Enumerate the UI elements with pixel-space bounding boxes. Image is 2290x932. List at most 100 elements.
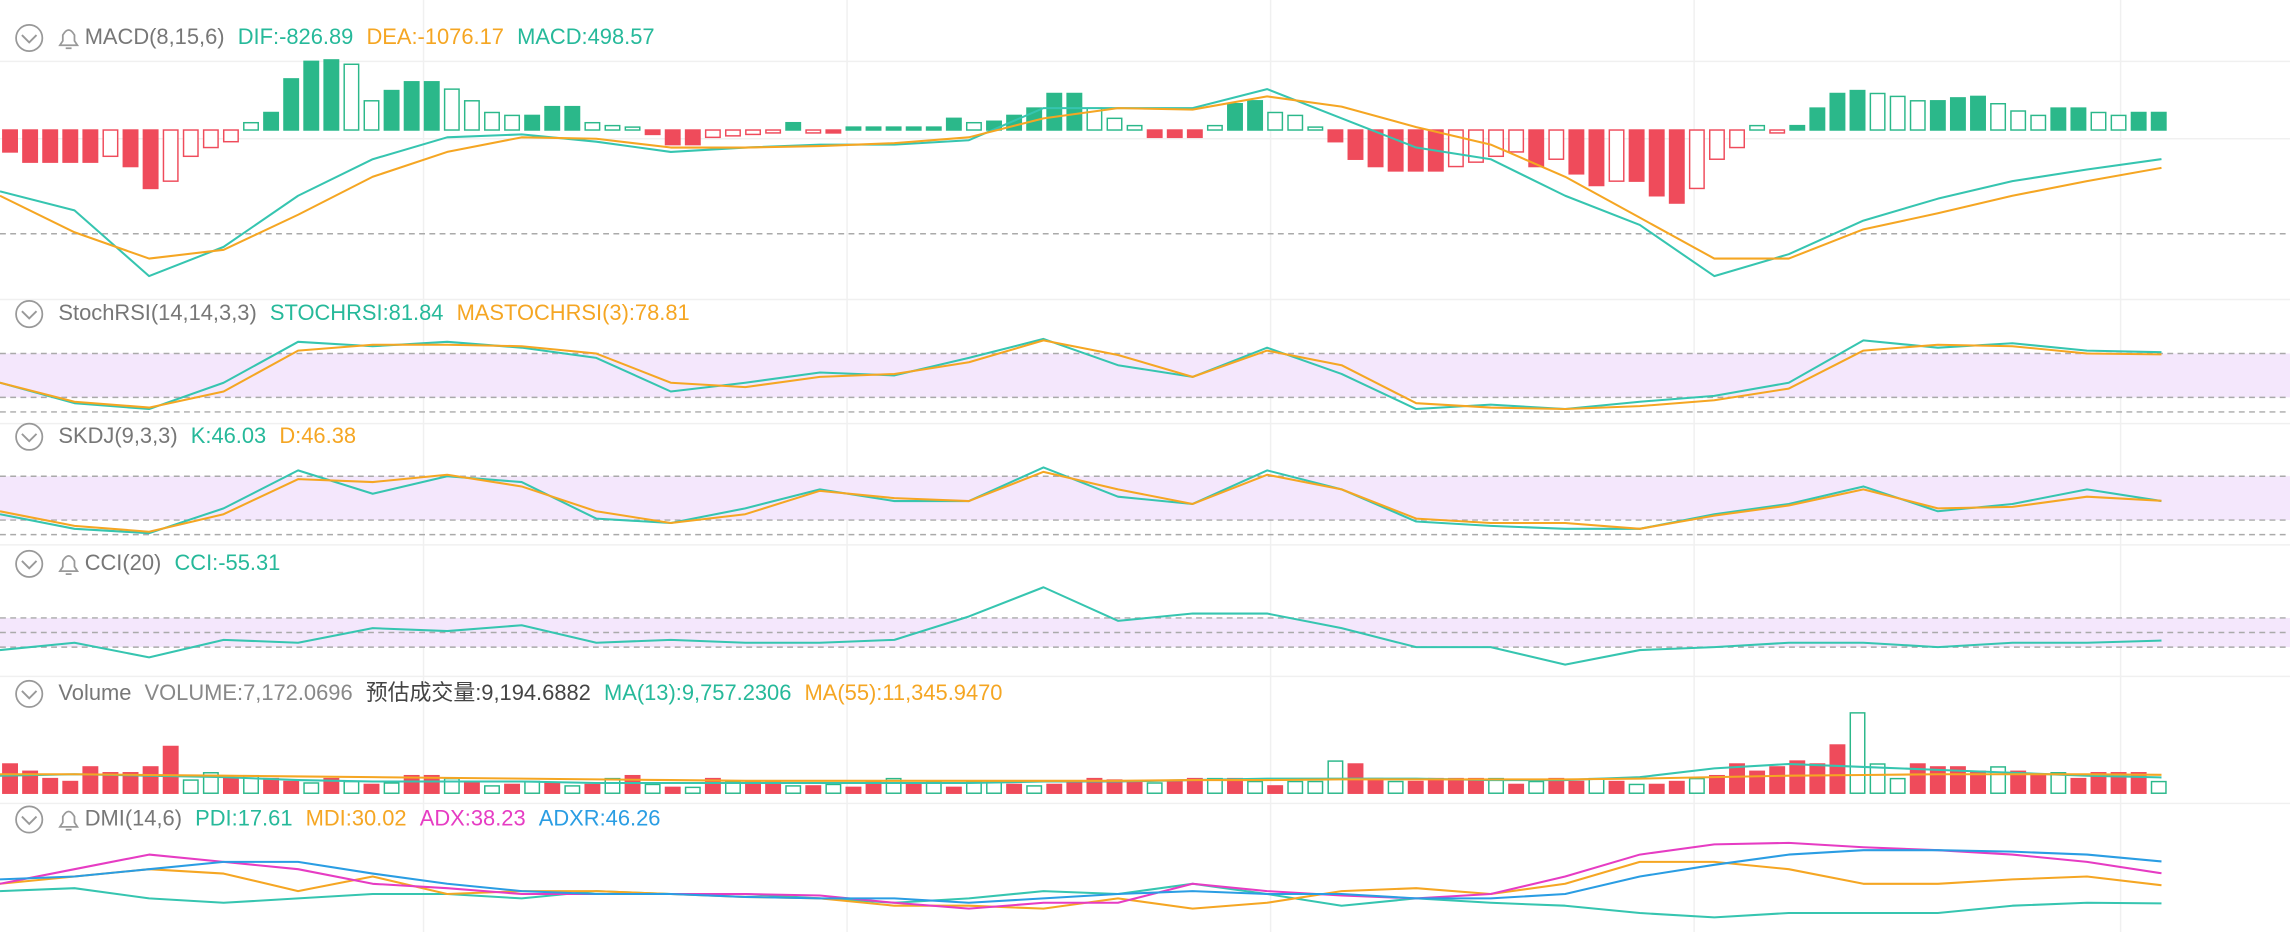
volume-bar bbox=[504, 783, 521, 794]
macd-bar bbox=[805, 129, 822, 134]
collapse-icon[interactable] bbox=[15, 549, 44, 578]
macd-bar bbox=[584, 121, 601, 131]
indicator-line bbox=[0, 841, 2162, 910]
legend-value: MA(13):9,757.2306 bbox=[604, 680, 791, 705]
macd-bar bbox=[1327, 129, 1344, 143]
macd-bar bbox=[725, 129, 741, 137]
volume-bar bbox=[1869, 763, 1886, 794]
volume-bar bbox=[122, 772, 139, 794]
volume-bar bbox=[82, 766, 99, 794]
macd-bar bbox=[664, 129, 681, 146]
macd-bar bbox=[1588, 129, 1605, 187]
macd-bar bbox=[463, 100, 480, 131]
volume-bar bbox=[423, 774, 440, 794]
indicator-line bbox=[0, 466, 2162, 535]
volume-bar bbox=[1206, 777, 1223, 794]
macd-bar bbox=[162, 129, 179, 182]
macd-bar bbox=[845, 126, 862, 131]
macd-bar bbox=[765, 129, 782, 134]
volume-bar bbox=[263, 777, 280, 794]
macd-bar bbox=[142, 129, 159, 190]
volume-bar bbox=[684, 786, 701, 794]
macd-bar bbox=[1949, 97, 1966, 131]
macd-bar bbox=[443, 88, 460, 131]
macd-bar bbox=[1548, 129, 1565, 160]
macd-bar bbox=[1407, 129, 1424, 172]
volume-bar bbox=[1909, 763, 1926, 794]
legend-value: CCI:-55.31 bbox=[174, 550, 280, 575]
macd-bar bbox=[1508, 129, 1525, 153]
volume-bar bbox=[383, 782, 400, 794]
volume-bar bbox=[1387, 780, 1404, 794]
collapse-icon[interactable] bbox=[15, 679, 44, 708]
collapse-icon[interactable] bbox=[15, 805, 44, 834]
indicator-line bbox=[0, 88, 2162, 278]
volume-bar bbox=[2090, 772, 2107, 794]
volume-bar bbox=[1990, 766, 2007, 794]
macd-bar bbox=[2010, 110, 2027, 131]
volume-bar bbox=[1066, 780, 1083, 794]
macd-bar bbox=[684, 129, 701, 146]
volume-bar bbox=[303, 782, 320, 794]
chevron bbox=[21, 815, 38, 826]
macd-bar bbox=[1608, 129, 1625, 182]
collapse-icon[interactable] bbox=[15, 23, 44, 53]
collapse-icon[interactable] bbox=[15, 422, 44, 451]
legend-value: ADXR:46.26 bbox=[539, 805, 661, 830]
panel-header: StochRSI(14,14,3,3) STOCHRSI:81.84 MASTOCH… bbox=[58, 300, 689, 325]
legend-value: MDI:30.02 bbox=[306, 805, 407, 830]
volume-bar bbox=[825, 783, 842, 794]
volume-bar bbox=[2010, 770, 2027, 794]
volume-bar bbox=[1307, 780, 1324, 794]
volume-bar bbox=[403, 774, 420, 794]
volume-bar bbox=[604, 777, 621, 794]
macd-bar bbox=[1066, 92, 1083, 131]
macd-bar bbox=[1688, 129, 1705, 190]
volume-bar bbox=[1026, 785, 1043, 794]
volume-bar bbox=[1729, 763, 1745, 794]
legend-value: ADX:38.23 bbox=[420, 805, 526, 830]
panel-title: SKDJ(9,3,3) bbox=[58, 423, 177, 448]
macd-bar bbox=[1990, 102, 2007, 131]
chevron bbox=[21, 310, 38, 320]
macd-bar bbox=[1387, 129, 1404, 172]
volume-bar bbox=[2070, 777, 2087, 794]
panel-title: MACD(8,15,6) bbox=[85, 24, 225, 49]
macd-bar bbox=[1708, 129, 1725, 160]
volume-bar bbox=[2050, 772, 2067, 794]
macd-bar bbox=[1106, 117, 1123, 131]
volume-bar bbox=[2150, 780, 2167, 794]
macd-bar bbox=[2030, 114, 2047, 131]
volume-bar bbox=[524, 780, 541, 794]
legend-value: MASTOCHRSI(3):78.81 bbox=[457, 300, 690, 325]
volume-bar bbox=[22, 770, 39, 794]
legend-value: PDI:17.61 bbox=[195, 805, 292, 830]
macd-bar bbox=[243, 121, 259, 131]
macd-bar bbox=[22, 129, 39, 163]
volume-bar bbox=[1427, 777, 1444, 794]
collapse-icon[interactable] bbox=[15, 300, 44, 329]
bell-icon bbox=[58, 29, 80, 50]
volume-bar bbox=[644, 783, 661, 794]
volume-bar bbox=[624, 774, 641, 794]
macd-bar bbox=[1929, 100, 1946, 131]
macd-bar bbox=[925, 126, 942, 131]
legend-value: MA(55):11,345.9470 bbox=[805, 680, 1003, 705]
macd-bar bbox=[323, 59, 340, 131]
chevron bbox=[21, 690, 38, 700]
volume-bar bbox=[62, 780, 79, 794]
macd-bar bbox=[1146, 129, 1163, 139]
volume-bar bbox=[162, 745, 179, 794]
macd-bar bbox=[2070, 107, 2087, 131]
macd-bar bbox=[1488, 129, 1505, 158]
volume-bar bbox=[222, 777, 239, 794]
volume-bar bbox=[1287, 780, 1304, 794]
macd-bar bbox=[1809, 107, 1826, 131]
volume-bar bbox=[664, 786, 681, 794]
macd-bar bbox=[1789, 124, 1806, 131]
macd-bar bbox=[1729, 129, 1745, 149]
macd-bar bbox=[1648, 129, 1665, 197]
macd-bar bbox=[965, 121, 982, 131]
